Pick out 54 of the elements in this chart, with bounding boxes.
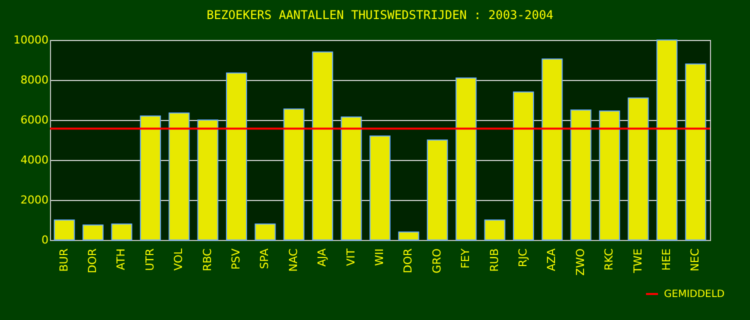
bar [168,112,190,240]
bar [570,110,592,240]
x-tick-label: VOL [172,248,186,271]
x-tick-label: FEY [459,248,472,268]
y-tick-label: 4000 [20,154,48,166]
x-tick-label: DOR [402,248,415,274]
bar [283,108,304,240]
y-tick-label: 8000 [20,74,48,86]
legend-label: GEMIDDELD [664,289,725,300]
x-tick-label: WII [373,248,386,266]
x-tick-label: PSV [230,248,243,270]
bar [599,110,620,240]
x-tick-label: ATH [114,248,128,270]
bar [512,92,534,240]
x-tick-label: AZA [545,248,558,272]
x-tick-label: GRO [430,248,444,274]
bar [312,52,334,240]
x-tick-label: RBC [200,248,214,272]
x-tick-label: UTR [143,248,156,271]
y-tick-label: 2000 [20,194,48,206]
x-tick-label: HEE [660,248,673,271]
x-tick-label: NAC [286,248,300,272]
bar [685,64,706,240]
bar [82,224,104,240]
bar [370,136,390,240]
x-tick-label: NEC [688,248,702,272]
x-tick-label: TWE [631,248,644,274]
chart-title: BEZOEKERS AANTALLEN THUISWEDSTRIJDEN : 2003-2004 [206,8,554,22]
x-tick-label: RJC [516,248,530,268]
y-tick-label: 6000 [20,114,48,126]
x-tick-label: DOR [86,248,100,274]
x-tick-label: RKC [602,248,616,270]
x-tick-label: SPA [258,248,272,269]
bar [226,72,248,240]
bar [656,40,678,240]
bar [340,116,362,240]
bar [254,224,276,240]
bar [542,58,563,240]
bar [484,220,506,240]
bar [197,120,218,240]
y-tick-label: 10000 [14,34,48,46]
bar [54,220,75,240]
x-tick-label: AJA [316,248,329,267]
bar [398,232,420,240]
bar [426,140,448,240]
x-tick-label: VIT [344,248,358,266]
bar [111,224,132,240]
bar [628,98,649,240]
bar [140,116,161,240]
x-tick-label: BUR [57,248,70,272]
bar [456,78,477,240]
y-tick-label: 0 [42,234,48,246]
x-tick-label: RUB [488,248,501,272]
x-tick-label: ZWO [574,248,587,276]
